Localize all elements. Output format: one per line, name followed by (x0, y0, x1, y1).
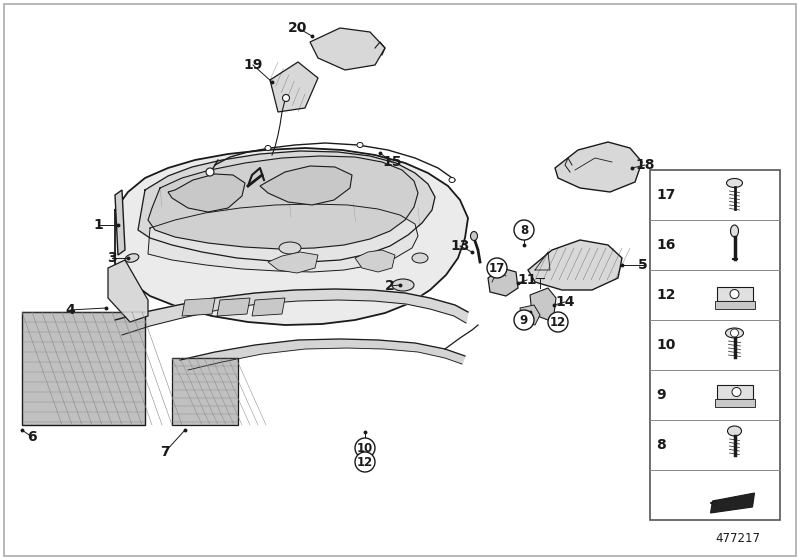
Polygon shape (268, 252, 318, 273)
Text: 1: 1 (93, 218, 103, 232)
Polygon shape (530, 288, 556, 320)
Text: 12: 12 (357, 455, 373, 469)
Polygon shape (710, 493, 754, 513)
Polygon shape (180, 339, 465, 370)
Text: 477217: 477217 (715, 532, 760, 545)
Ellipse shape (392, 279, 414, 291)
Text: 14: 14 (555, 295, 574, 309)
Text: 8: 8 (520, 223, 528, 236)
Text: 19: 19 (243, 58, 262, 72)
Polygon shape (520, 305, 540, 325)
Text: 20: 20 (288, 21, 308, 35)
Polygon shape (310, 28, 385, 70)
Ellipse shape (412, 253, 428, 263)
Polygon shape (138, 151, 435, 262)
Text: 15: 15 (382, 155, 402, 169)
Bar (714, 301, 754, 309)
Text: 13: 13 (450, 239, 470, 253)
Text: 12: 12 (550, 315, 566, 329)
Ellipse shape (730, 225, 738, 237)
Ellipse shape (727, 426, 742, 436)
Ellipse shape (730, 290, 739, 298)
Circle shape (355, 452, 375, 472)
Text: 10: 10 (357, 441, 373, 455)
Text: 6: 6 (27, 430, 37, 444)
Ellipse shape (265, 146, 271, 151)
Text: 8: 8 (656, 438, 666, 452)
Text: 12: 12 (656, 288, 675, 302)
Text: 18: 18 (635, 158, 654, 172)
Text: 3: 3 (107, 251, 117, 265)
Ellipse shape (206, 168, 214, 176)
Polygon shape (252, 298, 285, 316)
Circle shape (487, 258, 507, 278)
Polygon shape (148, 204, 418, 272)
Circle shape (514, 310, 534, 330)
Circle shape (514, 220, 534, 240)
Text: 9: 9 (656, 388, 666, 402)
Polygon shape (168, 174, 245, 212)
Ellipse shape (125, 254, 139, 262)
Text: 4: 4 (65, 303, 75, 317)
Bar (714, 399, 754, 407)
Text: 17: 17 (489, 262, 505, 274)
Polygon shape (148, 156, 418, 249)
Polygon shape (217, 298, 250, 316)
Polygon shape (108, 260, 148, 322)
Ellipse shape (726, 328, 743, 338)
Polygon shape (488, 268, 518, 296)
Ellipse shape (730, 329, 738, 337)
Text: 10: 10 (656, 338, 675, 352)
Ellipse shape (279, 242, 301, 254)
Polygon shape (355, 250, 395, 272)
Ellipse shape (470, 231, 478, 240)
Circle shape (355, 438, 375, 458)
Polygon shape (115, 148, 468, 325)
Bar (717, 287, 753, 301)
Polygon shape (555, 142, 642, 192)
Polygon shape (115, 190, 125, 255)
Ellipse shape (732, 388, 741, 396)
Text: 16: 16 (656, 238, 675, 252)
Ellipse shape (449, 178, 455, 183)
Text: 7: 7 (160, 445, 170, 459)
Bar (650, 170, 780, 520)
Text: 11: 11 (518, 273, 537, 287)
Polygon shape (260, 166, 352, 205)
Text: 9: 9 (520, 314, 528, 326)
Polygon shape (528, 240, 622, 290)
Polygon shape (115, 289, 468, 335)
Polygon shape (182, 298, 215, 316)
Ellipse shape (357, 142, 363, 147)
Circle shape (548, 312, 568, 332)
Bar (22, 312, 145, 425)
Polygon shape (270, 62, 318, 112)
Text: 17: 17 (656, 188, 675, 202)
Bar (172, 358, 238, 425)
Bar (717, 385, 753, 399)
Text: 5: 5 (638, 258, 648, 272)
Text: 2: 2 (385, 279, 395, 293)
Ellipse shape (282, 95, 290, 101)
Ellipse shape (726, 179, 742, 188)
